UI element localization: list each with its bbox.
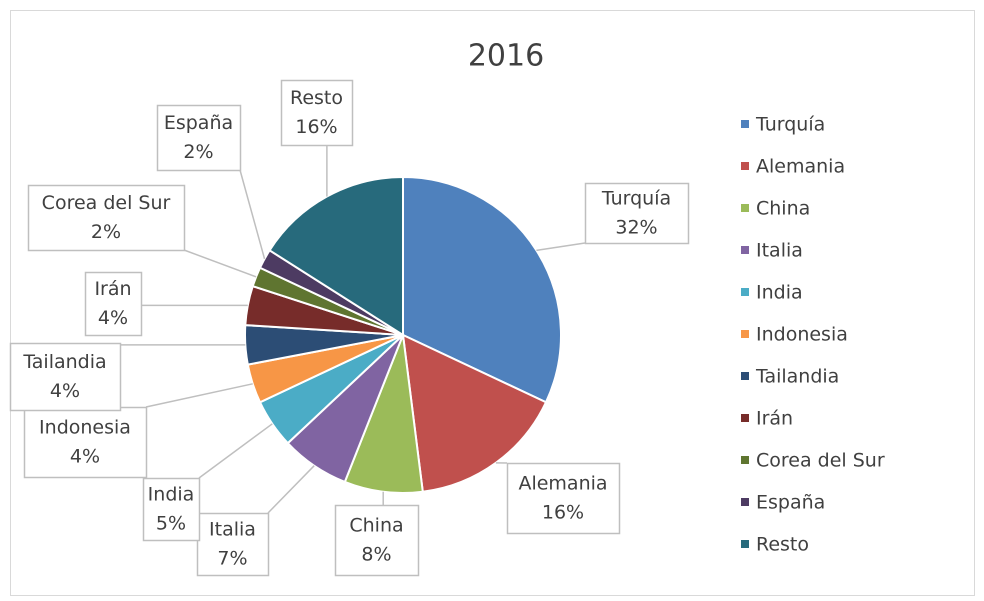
legend-label: España: [756, 492, 825, 514]
legend-label: China: [756, 198, 810, 220]
data-label-name: Turquía: [601, 188, 671, 210]
legend-swatch: [741, 120, 749, 128]
legend-swatch: [741, 498, 749, 506]
label-box: [23, 406, 148, 479]
data-label-value: 2%: [91, 221, 121, 243]
legend-label: India: [756, 282, 803, 304]
legend-swatch: [741, 162, 749, 170]
pie-slice: [402, 175, 562, 404]
data-label-value: 2%: [183, 141, 213, 163]
label-box: [584, 182, 690, 245]
legend-swatch: [741, 456, 749, 464]
legend-swatch: [741, 288, 749, 296]
legend-label: Indonesia: [756, 324, 848, 346]
legend-swatch: [741, 414, 749, 422]
data-label-value: 16%: [295, 116, 337, 138]
leader-line: [267, 465, 315, 514]
data-label-value: 5%: [156, 513, 186, 535]
data-label-value: 4%: [70, 446, 100, 468]
data-label-name: España: [164, 112, 233, 134]
chart-title: 2016: [468, 39, 544, 74]
label-box: [9, 342, 122, 412]
legend-label: Resto: [756, 534, 809, 556]
data-label-name: Irán: [94, 278, 131, 300]
leader-line: [536, 242, 586, 252]
data-label-name: Italia: [209, 519, 256, 541]
label-box: [27, 184, 186, 252]
label-box: [280, 79, 354, 147]
legend-swatch: [741, 540, 749, 548]
data-label-name: Alemania: [518, 473, 607, 495]
data-label-value: 7%: [217, 548, 247, 570]
legend-swatch: [741, 204, 749, 212]
label-box: [142, 477, 201, 542]
legend-swatch: [741, 330, 749, 338]
label-box: [156, 104, 242, 172]
legend-label: Turquía: [755, 114, 825, 136]
data-label-value: 4%: [50, 380, 80, 402]
data-label-name: Resto: [290, 87, 343, 109]
legend-label: Alemania: [756, 156, 845, 178]
data-label-value: 8%: [361, 544, 391, 566]
data-label-value: 4%: [98, 307, 128, 329]
data-label-name: China: [349, 515, 403, 537]
leader-line: [183, 249, 257, 278]
label-box: [506, 462, 621, 535]
leader-line: [145, 383, 253, 408]
legend-label: Irán: [756, 408, 793, 430]
data-label-name: Tailandia: [22, 351, 106, 373]
legend-swatch: [741, 372, 749, 380]
data-label-name: Corea del Sur: [42, 192, 171, 214]
legend-swatch: [741, 246, 749, 254]
data-label-value: 16%: [542, 502, 584, 524]
leader-line: [198, 423, 273, 479]
legend-label: Tailandia: [755, 366, 839, 388]
data-label-value: 32%: [615, 217, 657, 239]
data-label-name: India: [148, 484, 195, 506]
leader-line: [239, 169, 266, 260]
data-label-name: Indonesia: [39, 417, 131, 439]
label-box: [196, 512, 270, 577]
label-box: [334, 504, 420, 577]
legend-label: Corea del Sur: [756, 450, 885, 472]
label-box: [84, 271, 143, 337]
legend-label: Italia: [756, 240, 803, 262]
